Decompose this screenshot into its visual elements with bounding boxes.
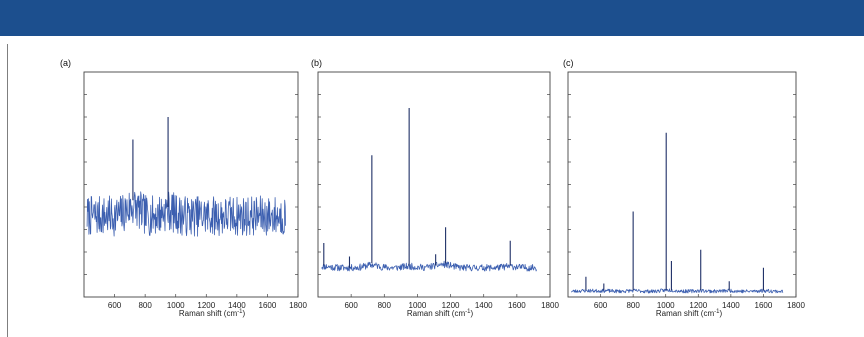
panel-b-xtick-label-2: 1000 [409,301,427,310]
panel-c-xtick-label-5: 1600 [755,301,773,310]
panel-c-xtick-label-1: 800 [626,301,640,310]
panel-b-xtick-label-1: 800 [378,301,392,310]
panel-c: (c) Raman shift (cm-1) 600 800 1000 1200 140… [563,58,805,318]
panel-c-xtick-label-4: 1400 [722,301,740,310]
panel-b-xtick-label-3: 1200 [442,301,460,310]
panel-c-xlabel: Raman shift (cm-1) [656,309,723,318]
panel-c-xtick-label-3: 1200 [689,301,707,310]
panel-b-spectrum-line [321,260,537,272]
panel-c-spectrum-line [571,288,784,294]
panel-c-frame [567,71,797,298]
panel-a-xtick-label-3: 1200 [197,301,215,310]
panel-b-xtick-label-5: 1600 [508,301,526,310]
panel-b: (b) Raman shift (cm-1) 600 800 1000 1200 140… [311,58,559,318]
panel-a-xlabel: Raman shift (cm-1) [179,309,246,318]
panel-b-xtick-label-6: 1800 [541,301,559,310]
panel-a-label: (a) [60,58,71,68]
panel-c-label: (c) [563,58,574,68]
panel-a-frame [83,71,299,298]
panel-b-xlabel: Raman shift (cm-1) [407,309,474,318]
panel-a-xtick-label-5: 1600 [259,301,277,310]
panel-a: (a) Raman shift (cm-1) 600 800 1000 1200 140… [60,58,307,318]
top-banner [0,0,864,36]
panel-c-xtick-label-0: 600 [594,301,608,310]
panel-b-xtick-label-4: 1400 [475,301,493,310]
panel-a-spectrum-line [86,191,286,237]
panel-a-xtick-label-2: 1000 [167,301,185,310]
panel-a-xtick-label-1: 800 [138,301,152,310]
panel-a-xtick-label-6: 1800 [289,301,307,310]
panel-c-xtick-label-2: 1000 [657,301,675,310]
panel-b-xtick-label-0: 600 [344,301,358,310]
panel-a-xtick-label-0: 600 [108,301,122,310]
panel-a-xtick-label-4: 1400 [228,301,246,310]
panel-b-label: (b) [311,58,322,68]
left-rule [7,44,8,337]
panel-c-xtick-label-6: 1800 [787,301,805,310]
